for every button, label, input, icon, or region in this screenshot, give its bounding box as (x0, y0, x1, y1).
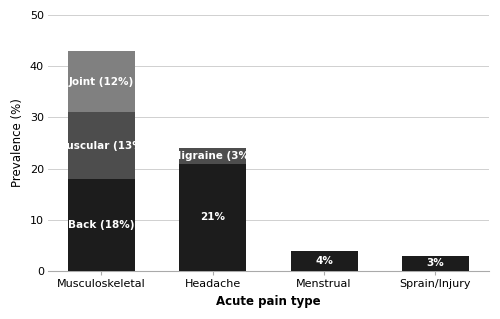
Text: Joint (12%): Joint (12%) (69, 77, 134, 87)
Text: Back (18%): Back (18%) (68, 220, 134, 230)
Text: Migraine (3%): Migraine (3%) (172, 151, 254, 161)
Bar (180, 148, 246, 164)
Bar (180, 164, 246, 271)
Bar (68, 51, 135, 112)
Bar (402, 256, 469, 271)
Text: Muscular (13%): Muscular (13%) (56, 141, 147, 151)
Bar (68, 179, 135, 271)
Y-axis label: Prevalence (%): Prevalence (%) (11, 99, 24, 188)
Bar (290, 250, 358, 271)
Text: 3%: 3% (426, 258, 444, 268)
Text: 4%: 4% (315, 256, 333, 266)
Bar (68, 112, 135, 179)
Text: 21%: 21% (200, 212, 226, 222)
X-axis label: Acute pain type: Acute pain type (216, 295, 320, 308)
